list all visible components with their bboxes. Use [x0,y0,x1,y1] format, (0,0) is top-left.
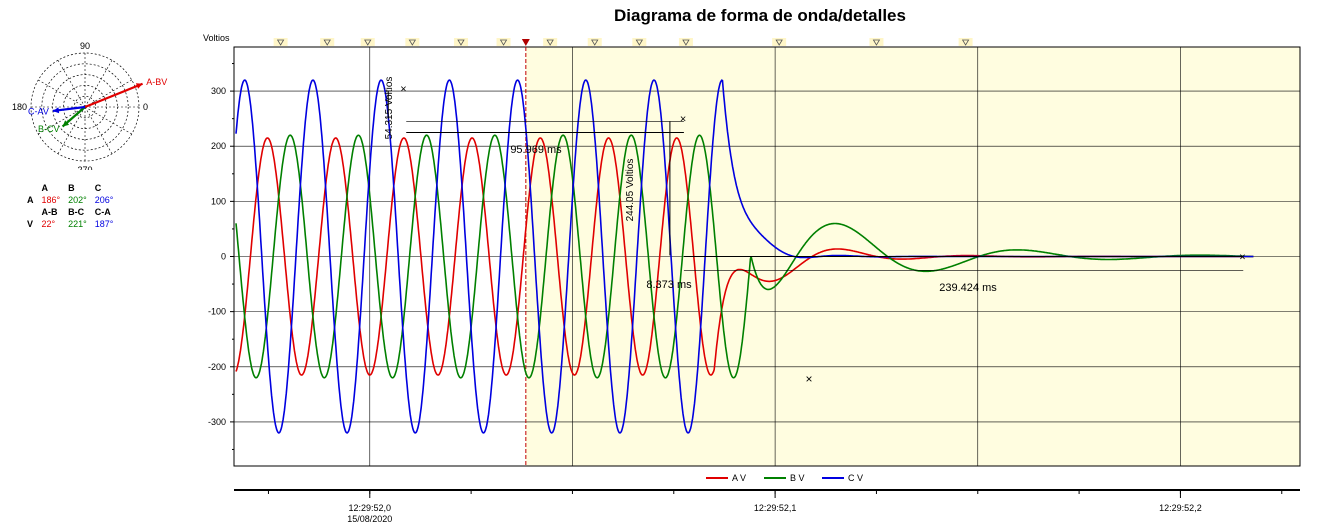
event-marker-bg [273,38,288,46]
phasor-spoke [84,106,132,135]
col-header-b: B [68,183,75,193]
plot-frame [233,46,1301,467]
annotation-delta-v2: 244.05 Voltios [625,159,636,222]
event-marker-icon [682,39,690,46]
row-label-v: V [27,219,34,229]
marker-x: × [400,83,406,95]
phasor-ring [41,63,129,151]
col-header-bc: B-C [68,207,85,217]
angle-ca: 187° [94,219,114,229]
annotation-delta-t1: 95.969 ms [510,144,562,156]
phase-angles-table: A B C A 186° 202° 206° A-B B-C C-A V 22°… [22,181,118,231]
event-marker-bg [678,38,693,46]
y-tick-label: 200 [211,141,226,151]
phasor-spoke [84,79,132,108]
event-marker-bg [587,38,602,46]
col-header-c: C [94,183,102,193]
phasor-label-90: 90 [80,41,90,51]
phasor-vector-1 [84,82,143,109]
phasor-spoke [84,106,113,154]
phasor-label-0: 0 [143,102,148,112]
time-tick-label: 12:29:52,0 [349,503,392,513]
phasor-vector-label-2: B-CV [38,124,60,134]
angle-c: 206° [94,195,114,205]
event-marker-bg [496,38,511,46]
marker-x: × [680,114,686,126]
y-tick-label: 100 [211,196,226,206]
event-marker-bg [320,38,335,46]
event-marker-bg [632,38,647,46]
phasor-arrowhead [135,83,143,89]
measurement-annotations: 54.315 Voltios × 95.969 ms 244.05 Voltios × 8… [384,77,1246,386]
time-tick-label: 12:29:52,1 [754,503,797,513]
event-marker-icon [457,39,465,46]
event-marker-icon [775,39,783,46]
phasor-label-180: 180 [12,102,27,112]
phasor-spoke [38,79,86,108]
legend-label-3: C V [848,473,863,483]
event-marker-bg [405,38,420,46]
phasor-diagram: 90 180 0 270 A-BV B-CV C-AV [12,41,167,170]
phasor-spoke [57,106,86,154]
annotation-delta-t2: 8.373 ms [646,279,692,291]
phasor-spoke [38,106,86,135]
event-marker-icon [499,39,508,46]
annotation-delta-v1: 54.315 Voltios [384,77,395,140]
event-marker-icon [961,39,970,46]
phasor-arrowhead [62,120,70,127]
y-tick-label: 0 [221,252,226,262]
event-marker-icon [408,39,417,46]
col-header-ca: C-A [94,207,111,217]
marker-x: × [806,372,813,386]
phasor-arrowhead [52,107,60,114]
y-tick-label: 300 [211,86,226,96]
phasor-spoke [57,60,86,108]
angle-b: 202° [68,195,87,205]
event-marker-bg [958,38,973,46]
y-tick-label: -300 [208,417,226,427]
event-marker-icon [591,39,599,46]
y-tick-label: -200 [208,362,226,372]
col-header-ab: A-B [41,207,58,217]
y-axis-label: Voltios [203,33,230,43]
marker-x: × [1239,252,1245,264]
event-marker-icon [276,39,285,46]
phasor-ring [73,95,97,119]
row-label-a: A [27,195,34,205]
col-header-a: A [41,183,49,193]
time-tick-sublabel: 15/08/2020 [347,514,392,524]
event-marker-icon [872,39,881,46]
legend-label-2: B V [790,473,805,483]
chart-title: Diagrama de forma de onda/detalles [614,6,906,25]
angle-a: 186° [41,195,61,205]
phasor-vector-label-1: A-BV [146,77,167,87]
phasor-label-270: 270 [77,165,92,170]
event-marker-icon [546,39,554,46]
event-marker-icon [635,39,644,46]
y-tick-label: -100 [208,307,226,317]
angle-ab: 22° [41,219,56,229]
phasor-spoke [84,60,113,108]
event-marker-bg [772,38,787,46]
event-marker-bg [360,38,375,46]
angle-bc: 221° [68,219,87,229]
legend-label-1: A V [732,473,746,483]
time-tick-label: 12:29:52,2 [1159,503,1202,513]
event-marker-icon [323,39,331,46]
annotation-delta-t3: 239.424 ms [939,282,997,294]
phasor-vector-label-3: C-AV [28,106,49,116]
trigger-marker-icon [521,39,530,46]
event-marker-bg [869,38,884,46]
event-marker-bg [453,38,468,46]
series-line-2 [235,134,1254,379]
event-marker-icon [364,39,372,46]
event-marker-bg [543,38,558,46]
